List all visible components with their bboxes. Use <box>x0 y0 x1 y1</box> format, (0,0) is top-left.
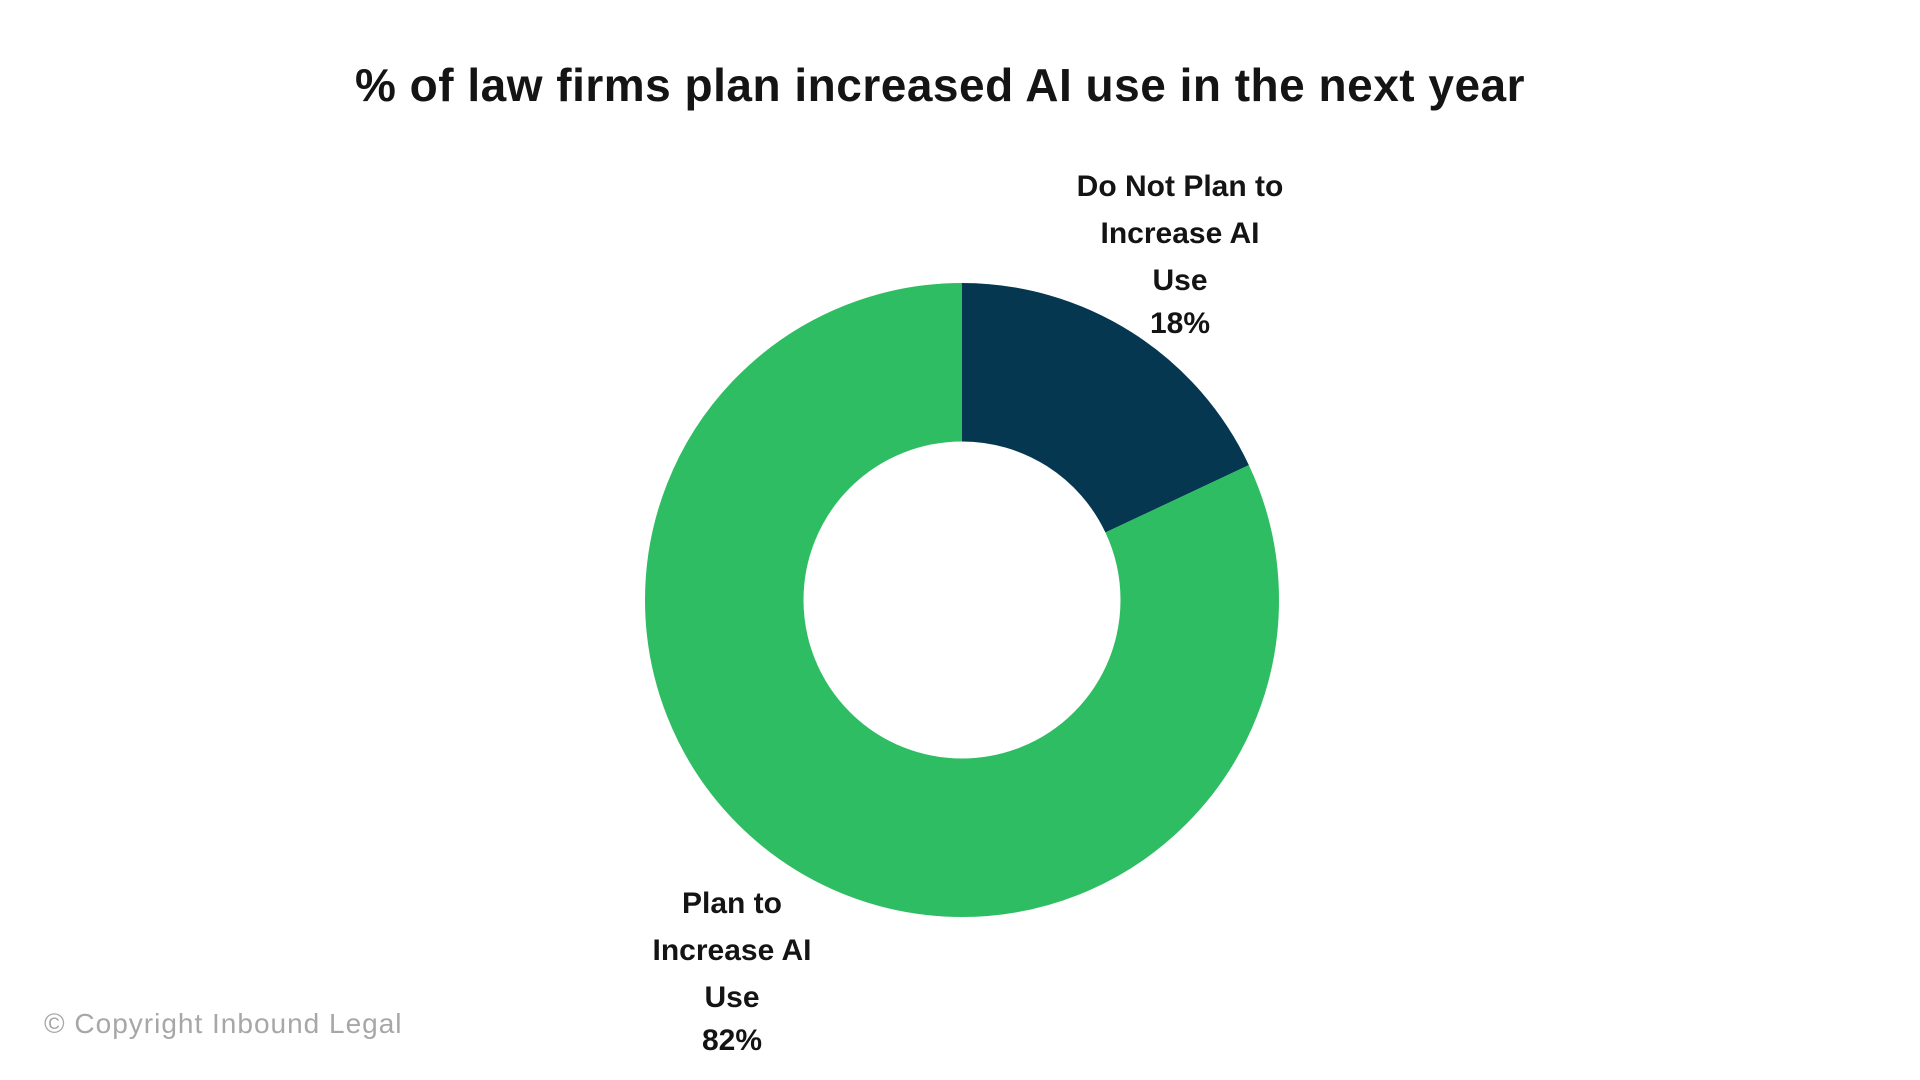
donut-slice <box>645 283 1279 917</box>
slice-label-do-not-plan: Do Not Plan to Increase AI Use 18% <box>1010 163 1350 344</box>
copyright-notice: © Copyright Inbound Legal <box>44 1008 403 1039</box>
slice-label-line: Use <box>1152 264 1208 297</box>
slice-label-line: Do Not Plan to <box>1076 170 1284 203</box>
slice-percent-value: 18% <box>1149 307 1211 340</box>
slice-label-line: Plan to <box>681 887 782 920</box>
donut-chart <box>645 283 1279 917</box>
slice-label-line: Increase AI <box>652 934 812 967</box>
slice-label-line: Use <box>704 981 760 1014</box>
slice-label-plan: Plan to Increase AI Use 82% <box>562 880 902 1061</box>
slice-label-line: Increase AI <box>1100 217 1260 250</box>
slice-percent-value: 82% <box>701 1024 763 1057</box>
chart-title: % of law firms plan increased AI use in … <box>354 59 1526 111</box>
